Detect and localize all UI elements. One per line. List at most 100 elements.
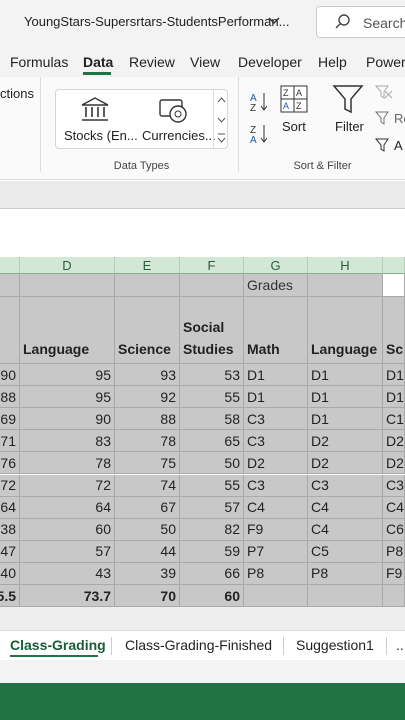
- cell[interactable]: C4: [308, 518, 383, 541]
- cell[interactable]: 75: [115, 452, 180, 475]
- cell[interactable]: Language: [20, 297, 115, 364]
- cell[interactable]: 95: [20, 364, 115, 387]
- cell[interactable]: 88: [115, 408, 180, 431]
- cell[interactable]: 50: [180, 452, 244, 475]
- cell[interactable]: P7: [244, 540, 308, 563]
- cell[interactable]: C1: [383, 408, 405, 431]
- cell[interactable]: 76: [0, 452, 20, 475]
- cell[interactable]: Language: [308, 297, 383, 364]
- cell[interactable]: 72: [20, 474, 115, 497]
- cell[interactable]: 58: [180, 408, 244, 431]
- column-header[interactable]: G: [244, 257, 308, 274]
- cell[interactable]: [383, 585, 405, 607]
- cell[interactable]: C4: [244, 496, 308, 519]
- cell[interactable]: 64: [0, 496, 20, 519]
- cell[interactable]: [244, 585, 308, 607]
- cell[interactable]: D1: [244, 386, 308, 409]
- column-header[interactable]: [0, 257, 20, 274]
- ribbon-tab[interactable]: Review: [129, 54, 175, 70]
- sheet-tab[interactable]: Class-Grading: [10, 637, 106, 653]
- cell[interactable]: Math: [244, 297, 308, 364]
- title-chevron[interactable]: [268, 16, 280, 26]
- cell[interactable]: 65: [180, 430, 244, 453]
- cell[interactable]: D2: [308, 452, 383, 475]
- ribbon-tab[interactable]: Help: [318, 54, 347, 70]
- cell[interactable]: 55: [180, 386, 244, 409]
- cell[interactable]: D2: [383, 452, 405, 475]
- cell[interactable]: [383, 274, 405, 297]
- stocks-button[interactable]: Stocks (En...: [64, 128, 138, 143]
- cell[interactable]: P8: [244, 562, 308, 585]
- cell[interactable]: 40: [0, 562, 20, 585]
- cell[interactable]: Social Studies: [180, 297, 244, 364]
- cell[interactable]: 53: [180, 364, 244, 387]
- cell[interactable]: F9: [244, 518, 308, 541]
- cell[interactable]: 93: [115, 364, 180, 387]
- cell[interactable]: 64: [20, 496, 115, 519]
- cell[interactable]: 95: [20, 386, 115, 409]
- cell[interactable]: D1: [308, 386, 383, 409]
- cell[interactable]: 43: [20, 562, 115, 585]
- filter-button[interactable]: Filter: [335, 119, 364, 134]
- sort-button[interactable]: Sort: [282, 119, 306, 134]
- cell[interactable]: C6: [383, 518, 405, 541]
- currencies-button[interactable]: Currencies...: [142, 128, 216, 143]
- cell[interactable]: D1: [383, 364, 405, 387]
- cell[interactable]: 69: [0, 408, 20, 431]
- cell[interactable]: 90: [0, 364, 20, 387]
- cell[interactable]: Sci: [383, 297, 405, 364]
- cell[interactable]: [20, 274, 115, 297]
- column-header[interactable]: H: [308, 257, 383, 274]
- cell[interactable]: C5: [308, 540, 383, 563]
- document-title[interactable]: YoungStars-Supersrtars-StudentsPerforman…: [24, 14, 290, 29]
- column-header[interactable]: [383, 257, 405, 274]
- cell[interactable]: Grades: [244, 274, 308, 297]
- cell[interactable]: 5.5: [0, 585, 20, 607]
- connections-label[interactable]: ctions: [0, 86, 34, 101]
- cell[interactable]: 92: [115, 386, 180, 409]
- cell[interactable]: 50: [115, 518, 180, 541]
- cell[interactable]: [308, 585, 383, 607]
- cell[interactable]: 47: [0, 540, 20, 563]
- cell[interactable]: D1: [308, 408, 383, 431]
- cell[interactable]: 70: [115, 585, 180, 607]
- cell[interactable]: D1: [308, 364, 383, 387]
- cell[interactable]: 88: [0, 386, 20, 409]
- cell[interactable]: [180, 274, 244, 297]
- cell[interactable]: F9: [383, 562, 405, 585]
- cell[interactable]: D1: [383, 386, 405, 409]
- cell[interactable]: [0, 274, 20, 297]
- column-header[interactable]: F: [180, 257, 244, 274]
- cell[interactable]: 73.7: [20, 585, 115, 607]
- cell[interactable]: 57: [20, 540, 115, 563]
- cell[interactable]: [308, 274, 383, 297]
- cell[interactable]: C4: [308, 496, 383, 519]
- cell[interactable]: 90: [20, 408, 115, 431]
- cell[interactable]: 55: [180, 474, 244, 497]
- cell[interactable]: D2: [383, 430, 405, 453]
- cell[interactable]: 74: [115, 474, 180, 497]
- reapply-button[interactable]: Re: [394, 111, 405, 126]
- column-header[interactable]: E: [115, 257, 180, 274]
- cell[interactable]: D2: [308, 430, 383, 453]
- cell[interactable]: [115, 274, 180, 297]
- cell[interactable]: 39: [115, 562, 180, 585]
- cell[interactable]: 72: [0, 474, 20, 497]
- cell[interactable]: 78: [115, 430, 180, 453]
- sheet-tab[interactable]: ...: [396, 637, 405, 653]
- cell[interactable]: P8: [383, 540, 405, 563]
- cell[interactable]: 60: [180, 585, 244, 607]
- cell[interactable]: C3: [244, 430, 308, 453]
- cell[interactable]: 71: [0, 430, 20, 453]
- cell[interactable]: 60: [20, 518, 115, 541]
- cell[interactable]: Science: [115, 297, 180, 364]
- gallery-scroll[interactable]: [213, 90, 228, 148]
- sheet-tab[interactable]: Suggestion1: [296, 637, 374, 653]
- search-box[interactable]: Search: [316, 6, 405, 38]
- cell[interactable]: 67: [115, 496, 180, 519]
- cell[interactable]: 44: [115, 540, 180, 563]
- ribbon-tab[interactable]: View: [190, 54, 221, 70]
- cell[interactable]: C3: [308, 474, 383, 497]
- cell[interactable]: C3: [383, 474, 405, 497]
- cell[interactable]: 82: [180, 518, 244, 541]
